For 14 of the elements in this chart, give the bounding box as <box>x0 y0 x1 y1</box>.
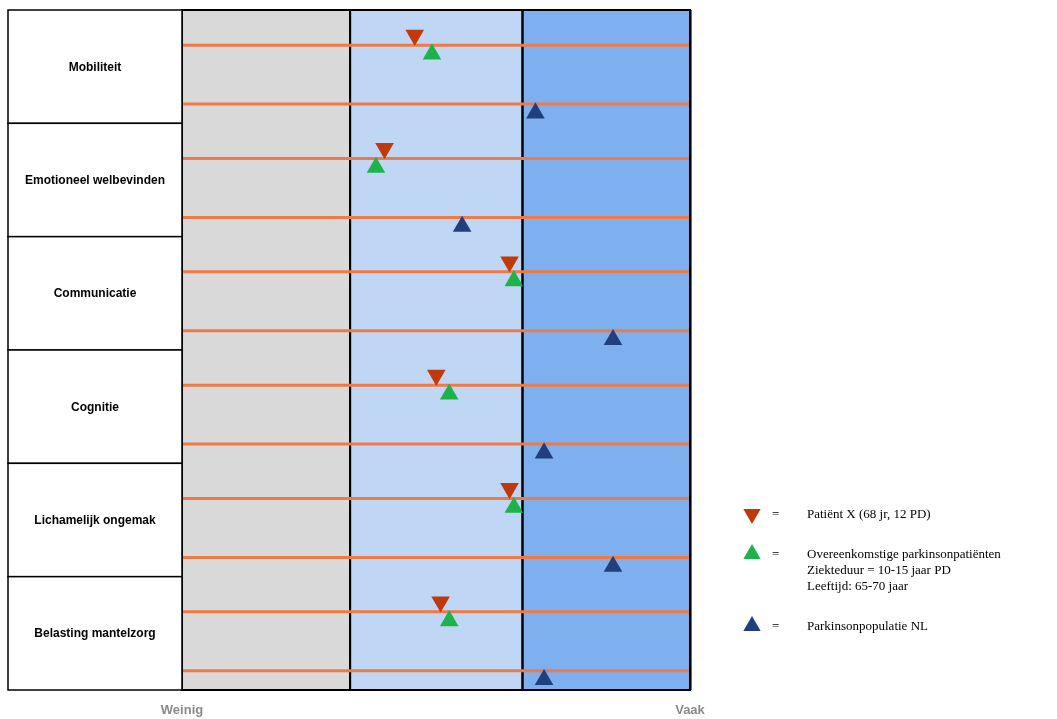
text: = <box>772 506 780 521</box>
y-tick-label: Emotioneel welbevinden <box>24 173 166 187</box>
text: Overeenkomstige parkinsonpatiënten Ziekteduur = 10-15 jaar PD Leeftijd: 65-70 jaar <box>807 546 1002 593</box>
y-tick-label: Cognitie <box>71 399 120 414</box>
y-tick-label: Lichamelijk ongemak <box>34 513 157 527</box>
y-tick-label: Communicatie <box>53 286 137 301</box>
y-tick-label: Belasting mantelzorg <box>34 626 156 641</box>
text: = <box>772 618 780 633</box>
text: Patiënt X (68 jr, 12 PD) <box>807 506 931 521</box>
y-tick-label: Mobiliteit <box>68 59 122 74</box>
text: Weinig <box>160 702 204 717</box>
text: Vaak <box>675 702 706 717</box>
text: = <box>772 546 780 561</box>
text: Parkinsonpopulatie NL <box>807 618 929 633</box>
